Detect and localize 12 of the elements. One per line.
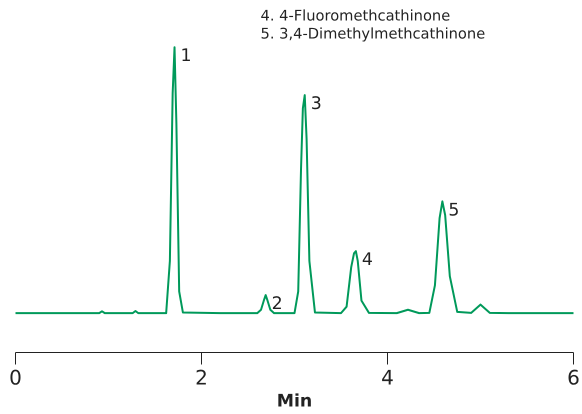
- annotation: 4: [362, 250, 373, 270]
- annotation: 2: [272, 294, 283, 314]
- annotation: 1: [180, 46, 192, 66]
- x-tick-label: 4: [381, 366, 394, 390]
- text: 5. 3,4-Dimethylmethcathinone: [260, 26, 486, 43]
- annotation: 3: [310, 94, 322, 114]
- text: 4. 4-Fluoromethcathinone: [260, 7, 450, 24]
- annotation: 5: [448, 200, 460, 220]
- x-tick-label: 6: [567, 366, 580, 390]
- x-axis-title: Min: [276, 392, 312, 412]
- x-tick-label: 0: [9, 366, 22, 390]
- x-tick-label: 2: [195, 366, 208, 390]
